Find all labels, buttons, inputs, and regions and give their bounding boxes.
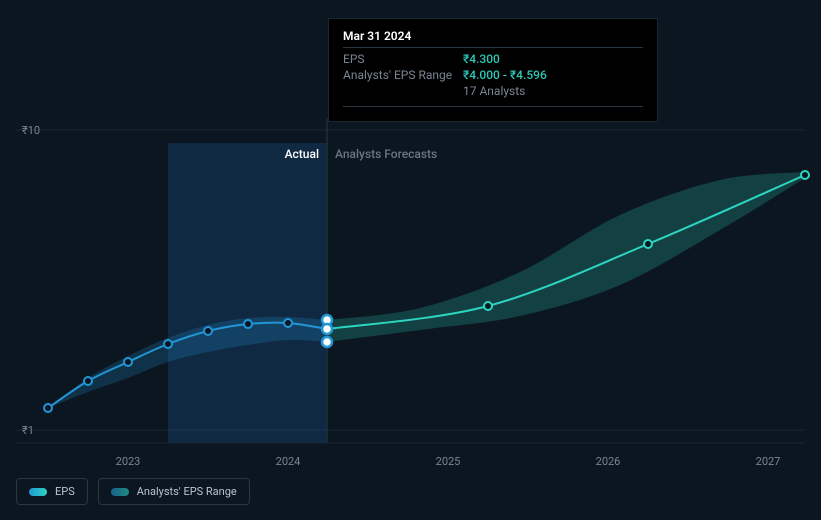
tooltip-divider <box>343 106 643 107</box>
tooltip-row-range: Analysts' EPS Range ₹4.000 - ₹4.596 <box>343 68 643 82</box>
legend-label: EPS <box>55 485 75 498</box>
tooltip-row-eps: EPS ₹4.300 <box>343 52 643 66</box>
hover-markers <box>322 315 332 347</box>
tooltip-analyst-count: 17 Analysts <box>463 84 643 98</box>
tooltip-label: EPS <box>343 52 463 66</box>
tooltip-date: Mar 31 2024 <box>343 29 643 43</box>
chart-container: ₹10 ₹1 2023 2024 2025 2026 2027 Actual Analys… <box>0 0 821 520</box>
forecast-region-label: Analysts Forecasts <box>335 147 437 161</box>
tooltip-divider <box>343 47 643 48</box>
actual-region-label: Actual <box>285 147 319 161</box>
y-axis-tick-label: ₹10 <box>22 124 40 137</box>
x-axis-tick-label: 2027 <box>756 455 781 468</box>
legend: EPS Analysts' EPS Range <box>16 478 250 505</box>
x-axis-tick-label: 2025 <box>436 455 461 468</box>
chart-tooltip: Mar 31 2024 EPS ₹4.300 Analysts' EPS Ran… <box>328 18 658 122</box>
legend-label: Analysts' EPS Range <box>137 485 237 498</box>
x-axis-tick-label: 2023 <box>116 455 141 468</box>
tooltip-value: ₹4.300 <box>463 52 500 66</box>
tooltip-value: ₹4.000 - ₹4.596 <box>463 68 547 82</box>
legend-item-eps[interactable]: EPS <box>16 478 88 505</box>
x-axis-tick-label: 2026 <box>596 455 621 468</box>
legend-swatch <box>111 488 129 496</box>
legend-swatch <box>29 488 47 496</box>
eps-range-forecast <box>327 172 805 342</box>
y-axis-tick-label: ₹1 <box>22 424 34 437</box>
gridlines <box>16 130 805 430</box>
tooltip-label: Analysts' EPS Range <box>343 68 463 82</box>
actual-highlight-band <box>168 143 327 443</box>
legend-item-range[interactable]: Analysts' EPS Range <box>98 478 250 505</box>
x-axis-tick-label: 2024 <box>276 455 301 468</box>
